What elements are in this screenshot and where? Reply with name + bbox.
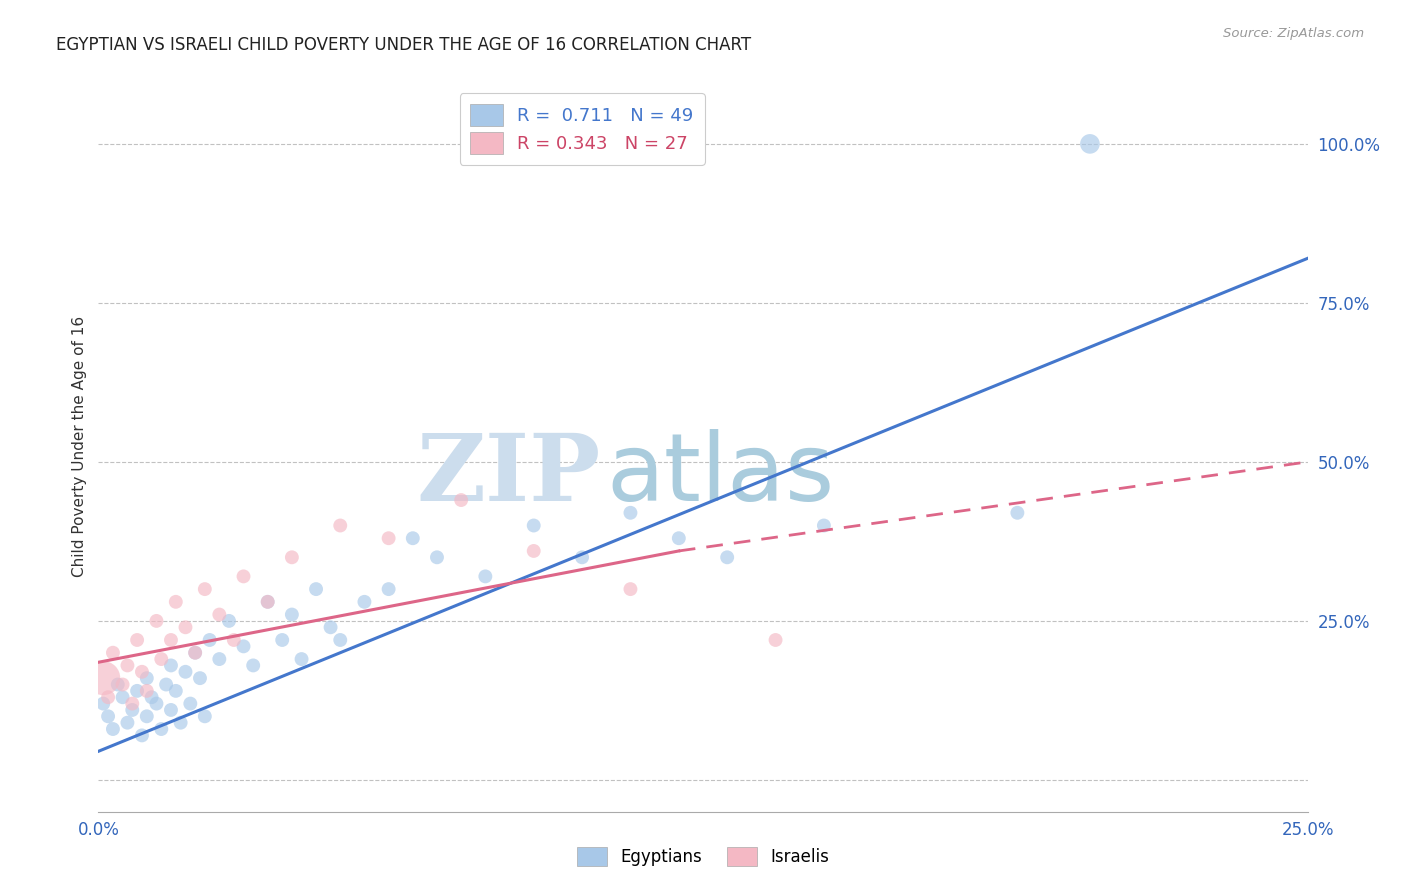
Point [160,632,183,647]
Point [256,595,278,609]
Point [256,595,278,609]
Point [188,671,211,685]
Point [1078,136,1101,151]
Point [305,582,328,596]
Point [377,531,399,545]
Point [150,652,173,666]
Point [194,709,217,723]
Point [127,632,149,647]
Point [135,671,157,685]
Point [198,632,221,647]
Point [377,582,399,596]
Point [402,531,425,545]
Point [141,690,163,705]
Point [145,697,167,711]
Point [91,671,114,685]
Y-axis label: Child Poverty Under the Age of 16: Child Poverty Under the Age of 16 [72,316,87,576]
Point [184,646,207,660]
Point [145,614,167,628]
Point [160,703,183,717]
Point [107,677,129,691]
Point [121,697,143,711]
Point [155,677,177,691]
Point [111,677,134,691]
Point [194,582,217,596]
Point [101,646,124,660]
Point [619,582,641,596]
Point [1007,506,1029,520]
Point [91,697,114,711]
Point [135,684,157,698]
Point [813,518,835,533]
Point [523,518,546,533]
Point [329,632,352,647]
Point [131,665,153,679]
Point [290,652,312,666]
Point [353,595,375,609]
Legend: Egyptians, Israelis: Egyptians, Israelis [568,838,838,875]
Point [523,544,546,558]
Point [117,658,139,673]
Point [150,722,173,736]
Text: atlas: atlas [606,429,835,521]
Point [208,607,231,622]
Point [97,709,120,723]
Point [131,728,153,742]
Point [160,658,183,673]
Point [117,715,139,730]
Point [218,614,240,628]
Point [165,595,187,609]
Point [426,550,449,565]
Point [121,703,143,717]
Point [474,569,496,583]
Text: ZIP: ZIP [416,430,600,520]
Point [174,620,197,634]
Point [127,684,149,698]
Point [668,531,690,545]
Point [184,646,207,660]
Legend: R =  0.711   N = 49, R = 0.343   N = 27: R = 0.711 N = 49, R = 0.343 N = 27 [460,93,704,165]
Point [450,493,472,508]
Point [619,506,641,520]
Point [222,632,245,647]
Text: Source: ZipAtlas.com: Source: ZipAtlas.com [1223,27,1364,40]
Point [716,550,738,565]
Point [319,620,342,634]
Point [135,709,157,723]
Text: EGYPTIAN VS ISRAELI CHILD POVERTY UNDER THE AGE OF 16 CORRELATION CHART: EGYPTIAN VS ISRAELI CHILD POVERTY UNDER … [56,36,751,54]
Point [271,632,294,647]
Point [765,632,787,647]
Point [101,722,124,736]
Point [97,690,120,705]
Point [169,715,191,730]
Point [242,658,264,673]
Point [232,640,254,654]
Point [281,550,304,565]
Point [111,690,134,705]
Point [329,518,352,533]
Point [165,684,187,698]
Point [571,550,593,565]
Point [179,697,201,711]
Point [174,665,197,679]
Point [208,652,231,666]
Point [281,607,304,622]
Point [232,569,254,583]
